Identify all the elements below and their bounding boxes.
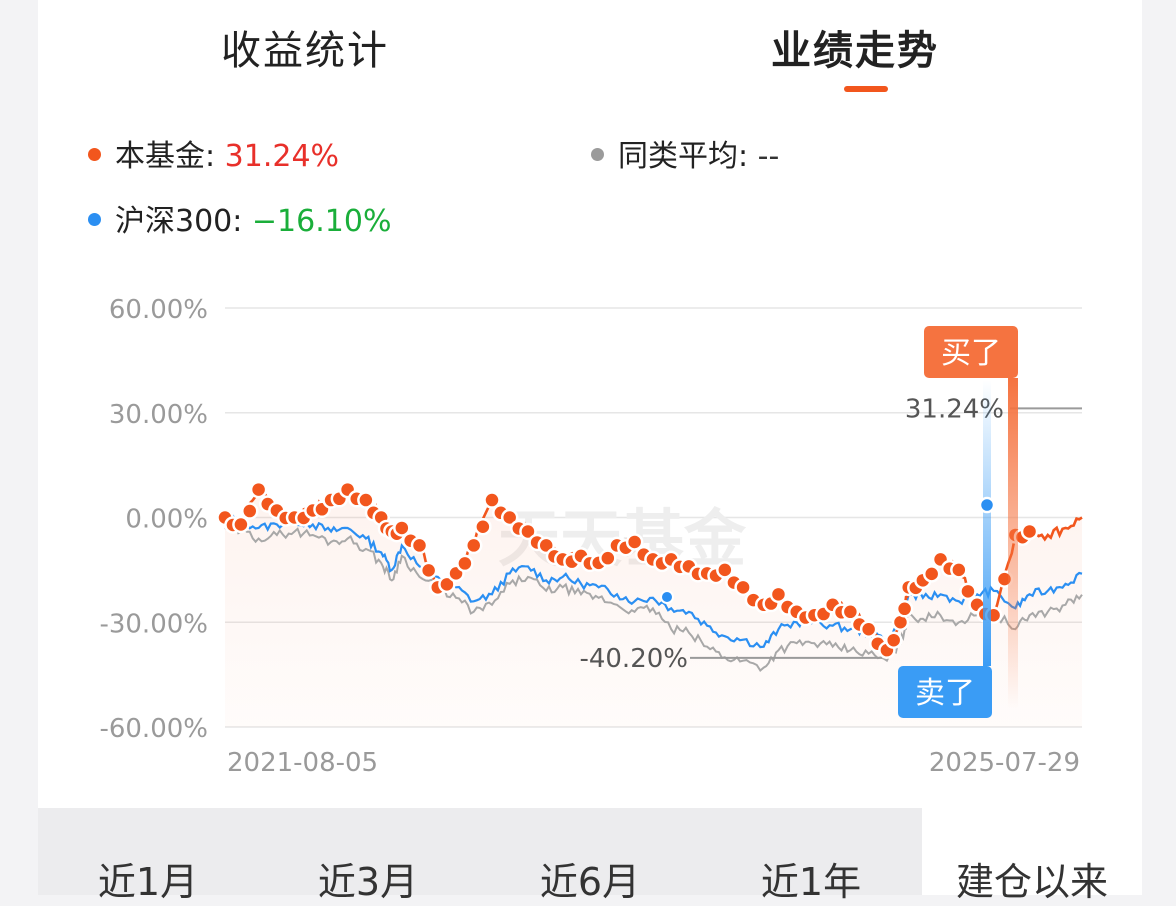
trade-marker xyxy=(519,522,537,541)
legend-peer-value: -- xyxy=(757,139,780,174)
trade-marker xyxy=(950,561,968,579)
y-tick-label: 30.00% xyxy=(109,400,208,430)
sell-flag xyxy=(898,666,992,718)
period-0[interactable]: 近1月 xyxy=(97,860,199,904)
hs300-marker xyxy=(978,496,996,514)
legend-fund: 本基金: 31.24% xyxy=(88,131,339,175)
hs300-dot-icon xyxy=(88,213,101,226)
period-2[interactable]: 近6月 xyxy=(539,860,641,904)
trade-marker xyxy=(841,603,860,621)
tab-return-stats[interactable]: 收益统计 xyxy=(221,28,389,74)
trade-marker xyxy=(922,565,941,583)
hs300-marker xyxy=(660,590,674,604)
trade-marker xyxy=(1020,522,1039,541)
x-tick-label: 2025-07-29 xyxy=(929,748,1080,778)
trade-marker xyxy=(232,515,250,534)
trade-marker xyxy=(959,582,977,601)
sell-flag-label: 卖了 xyxy=(915,676,975,711)
trade-marker xyxy=(859,620,878,638)
buy-flag xyxy=(924,326,1018,378)
trade-marker xyxy=(734,578,752,597)
period-selector: 近1月 近3月 近6月 近1年 建仓以来 xyxy=(38,808,1142,904)
trade-marker xyxy=(410,536,429,555)
min-value-label: -40.20% xyxy=(579,644,688,674)
y-tick-label: 60.00% xyxy=(109,295,208,325)
performance-chart: 60.00% 30.00% 0.00% -30.00% -60.00% 2021-08-0… xyxy=(99,295,1083,778)
trade-marker xyxy=(625,533,644,551)
active-period-highlight xyxy=(922,808,1142,895)
sell-flag-pole xyxy=(983,380,991,666)
period-1[interactable]: 近3月 xyxy=(317,860,419,904)
trade-marker xyxy=(241,502,259,520)
legend-hs300-value: −16.10% xyxy=(251,204,392,239)
buy-flag-label: 买了 xyxy=(941,336,1001,371)
legend-hs300-label: 沪深300: xyxy=(115,204,243,239)
trade-marker xyxy=(438,575,456,594)
trade-marker xyxy=(500,508,519,527)
legend-peer-label: 同类平均: xyxy=(618,139,749,174)
trade-marker xyxy=(393,519,411,537)
trade-marker xyxy=(464,536,483,555)
trade-marker xyxy=(419,561,438,580)
y-tick-label: -30.00% xyxy=(99,609,208,639)
period-4[interactable]: 建仓以来 xyxy=(955,860,1109,904)
buy-flag-pole xyxy=(1008,378,1018,708)
y-tick-label: -60.00% xyxy=(99,714,208,744)
x-tick-label: 2021-08-05 xyxy=(227,748,378,778)
legend-fund-value: 31.24% xyxy=(224,139,340,174)
trade-marker xyxy=(249,480,268,499)
tab-performance-trend[interactable]: 业绩走势 xyxy=(771,28,939,74)
trade-marker xyxy=(357,491,375,509)
series-line-hs300 xyxy=(224,514,1083,649)
trade-marker xyxy=(483,491,501,509)
trade-marker xyxy=(474,517,492,536)
trade-marker xyxy=(769,585,788,604)
legend-peer-average: 同类平均: -- xyxy=(591,131,779,175)
legend-fund-label: 本基金: xyxy=(115,139,216,174)
trade-marker xyxy=(599,549,617,567)
trade-marker xyxy=(456,554,474,573)
series-line-peer-average xyxy=(224,523,1083,673)
fund-dot-icon xyxy=(88,148,101,161)
peer-dot-icon xyxy=(591,148,604,161)
period-3[interactable]: 近1年 xyxy=(760,860,862,904)
active-tab-indicator xyxy=(844,86,888,92)
trade-marker xyxy=(884,631,903,649)
legend-hs300: 沪深300: −16.10% xyxy=(88,196,391,240)
trade-marker xyxy=(716,561,734,579)
y-tick-label: 0.00% xyxy=(125,505,208,535)
trade-marker xyxy=(895,600,914,618)
